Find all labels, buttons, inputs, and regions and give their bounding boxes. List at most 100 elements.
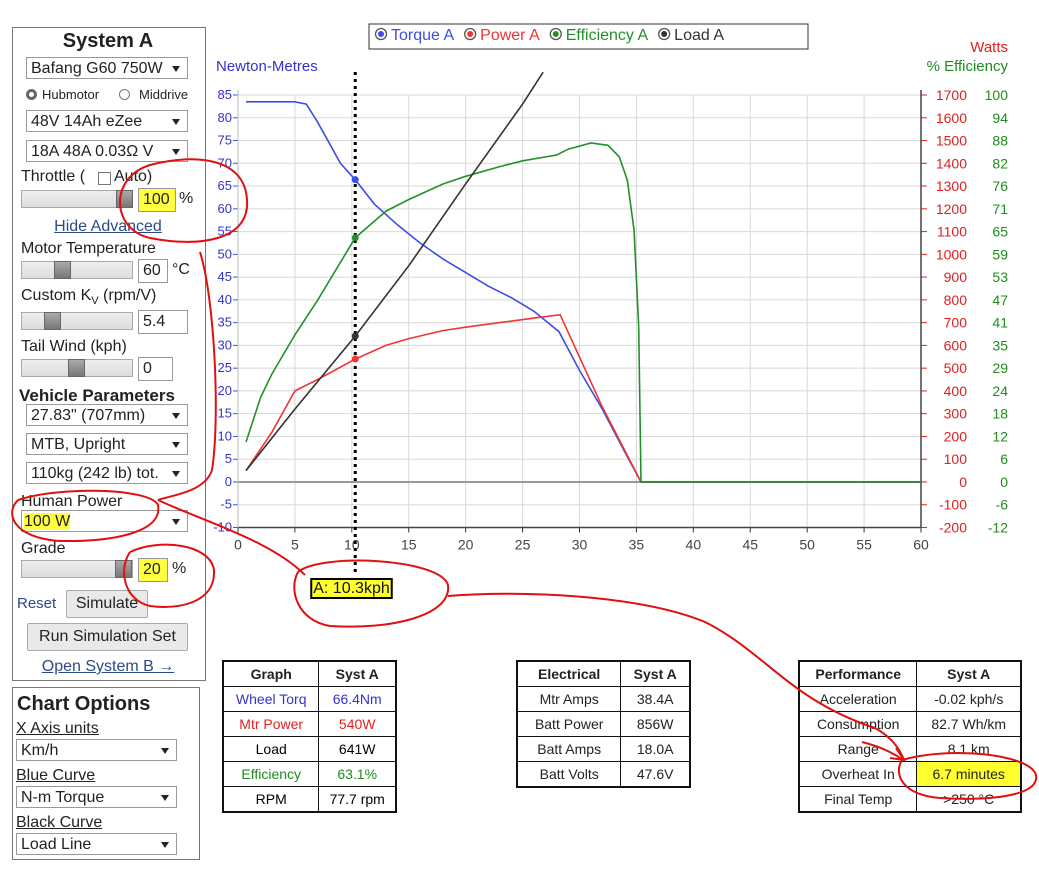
blue-curve-select[interactable]: N-m Torque <box>16 786 177 808</box>
open-system-b-link[interactable]: Open System B → <box>41 658 175 675</box>
panel-title: System A <box>62 30 154 52</box>
x-tick-label: 55 <box>856 537 872 553</box>
y2-tick-label: 800 <box>944 292 968 308</box>
legend-dot <box>661 31 668 37</box>
slider-thumb[interactable] <box>54 261 71 279</box>
unit: % <box>172 560 187 577</box>
tailwind-slider[interactable] <box>21 359 133 377</box>
y2-tick-label: 300 <box>944 406 968 422</box>
y3-tick-label: 59 <box>992 246 1008 262</box>
table-row: Acceleration -0.02 kph/s <box>798 686 1022 712</box>
human-power-select[interactable]: 100 W <box>21 510 188 532</box>
radio-hubmotor[interactable] <box>26 89 37 100</box>
throttle-label: Throttle ( <box>21 168 86 185</box>
slider-thumb[interactable] <box>116 190 133 208</box>
tailwind-label: Tail Wind (kph) <box>21 338 127 355</box>
kv-slider[interactable] <box>21 312 133 330</box>
x-tick-label: 10 <box>344 537 360 553</box>
y-tick-label: 50 <box>218 246 232 261</box>
legend-box <box>368 23 809 50</box>
x-units-select[interactable]: Km/h <box>16 739 177 761</box>
grade-input[interactable]: 20 <box>138 558 168 582</box>
header-cell: Syst A <box>620 660 691 687</box>
table-cell: Batt Amps <box>516 736 622 762</box>
table-row: Consumption 82.7 Wh/km <box>798 711 1022 737</box>
y3-tick-label: 71 <box>992 201 1008 217</box>
y3-tick-label: 65 <box>992 224 1008 240</box>
header-row: Graph Syst A <box>222 660 397 687</box>
header-cell: Syst A <box>318 660 397 687</box>
series-line <box>245 142 921 483</box>
x-tick-label: 25 <box>515 537 531 553</box>
cursor-label: A: 10.3kph <box>313 580 390 597</box>
battery-select[interactable]: 48V 14Ah eZee <box>26 110 188 132</box>
slider-thumb[interactable] <box>44 312 61 330</box>
temp-slider[interactable] <box>21 261 133 279</box>
motor-select[interactable]: Bafang G60 750W <box>26 57 188 79</box>
wheel-select[interactable]: 27.83" (707mm) <box>26 404 188 426</box>
hide-advanced-link[interactable]: Hide Advanced <box>54 218 162 235</box>
y2-tick-label: 1000 <box>936 246 967 262</box>
y3-tick-label: 35 <box>992 337 1008 353</box>
cursor-dot <box>351 355 359 363</box>
table-cell: 82.7 Wh/km <box>916 711 1022 737</box>
y-axis-title: Newton-Metres <box>216 58 318 75</box>
y-tick-label: 60 <box>218 201 232 216</box>
tailwind-input[interactable]: 0 <box>138 357 173 381</box>
table-row: Overheat In 6.7 minutes <box>798 761 1022 787</box>
slider-thumb[interactable] <box>115 560 132 578</box>
table-row: Final Temp >250 °C <box>798 786 1022 813</box>
radio-label: Hubmotor <box>42 87 100 102</box>
y3-axis-title: % Efficiency <box>927 58 1009 75</box>
table-cell: -0.02 kph/s <box>916 686 1022 712</box>
y3-tick-label: 0 <box>1000 474 1008 490</box>
human-power-label: Human Power <box>21 493 123 510</box>
y-tick-label: 45 <box>218 269 232 284</box>
results-table: Performance Syst A Acceleration -0.02 kph/s… <box>798 660 1022 813</box>
table-row: Efficiency 63.1% <box>222 761 397 787</box>
black-curve-select[interactable]: Load Line <box>16 833 177 855</box>
table-row: Batt Power 856W <box>516 711 691 737</box>
table-cell: 77.7 rpm <box>318 786 397 813</box>
grade-label: Grade <box>21 540 66 557</box>
x-tick-label: 40 <box>686 537 702 553</box>
option-label: X Axis units <box>16 720 99 737</box>
chart-options-title: Chart Options <box>17 693 151 715</box>
throttle-input[interactable]: 100 <box>138 188 176 212</box>
table-row: Mtr Amps 38.4A <box>516 686 691 712</box>
y3-tick-label: 18 <box>992 406 1008 422</box>
y2-tick-label: 0 <box>959 474 967 490</box>
simulate-button[interactable]: Simulate <box>66 590 148 618</box>
y2-tick-label: 1600 <box>936 110 967 126</box>
y-tick-label: 25 <box>218 360 232 375</box>
y3-tick-label: -12 <box>988 520 1008 536</box>
reset-link[interactable]: Reset <box>17 595 57 612</box>
kv-input[interactable]: 5.4 <box>138 310 188 334</box>
y3-tick-label: 76 <box>992 178 1008 194</box>
run-set-button[interactable]: Run Simulation Set <box>27 623 188 651</box>
unit: °C <box>172 261 190 278</box>
grade-slider[interactable] <box>21 560 133 578</box>
controller-select[interactable]: 18A 48A 0.03Ω V <box>26 140 188 162</box>
table-cell: Batt Power <box>516 711 622 737</box>
x-tick-label: 20 <box>458 537 474 553</box>
kv-label: Custom KV (rpm/V) <box>21 287 156 307</box>
frame-select[interactable]: MTB, Upright <box>26 433 188 455</box>
throttle-slider[interactable] <box>21 190 133 208</box>
slider-thumb[interactable] <box>68 359 85 377</box>
temp-input[interactable]: 60 <box>138 259 168 283</box>
y2-tick-label: -100 <box>939 497 967 513</box>
table-row: RPM 77.7 rpm <box>222 786 397 813</box>
auto-checkbox[interactable] <box>98 172 111 185</box>
kv-text: Custom K <box>21 287 92 304</box>
y3-tick-label: -6 <box>996 497 1009 513</box>
table-row: Range 8.1 km <box>798 736 1022 762</box>
mass-select[interactable]: 110kg (242 lb) tot. <box>26 462 188 484</box>
table-cell: Overheat In <box>798 761 918 787</box>
legend-dot <box>378 31 384 37</box>
table-cell: Acceleration <box>798 686 918 712</box>
table-cell: Wheel Torq <box>222 686 320 712</box>
radio-middrive[interactable] <box>119 89 130 100</box>
y2-tick-label: 600 <box>944 337 968 353</box>
